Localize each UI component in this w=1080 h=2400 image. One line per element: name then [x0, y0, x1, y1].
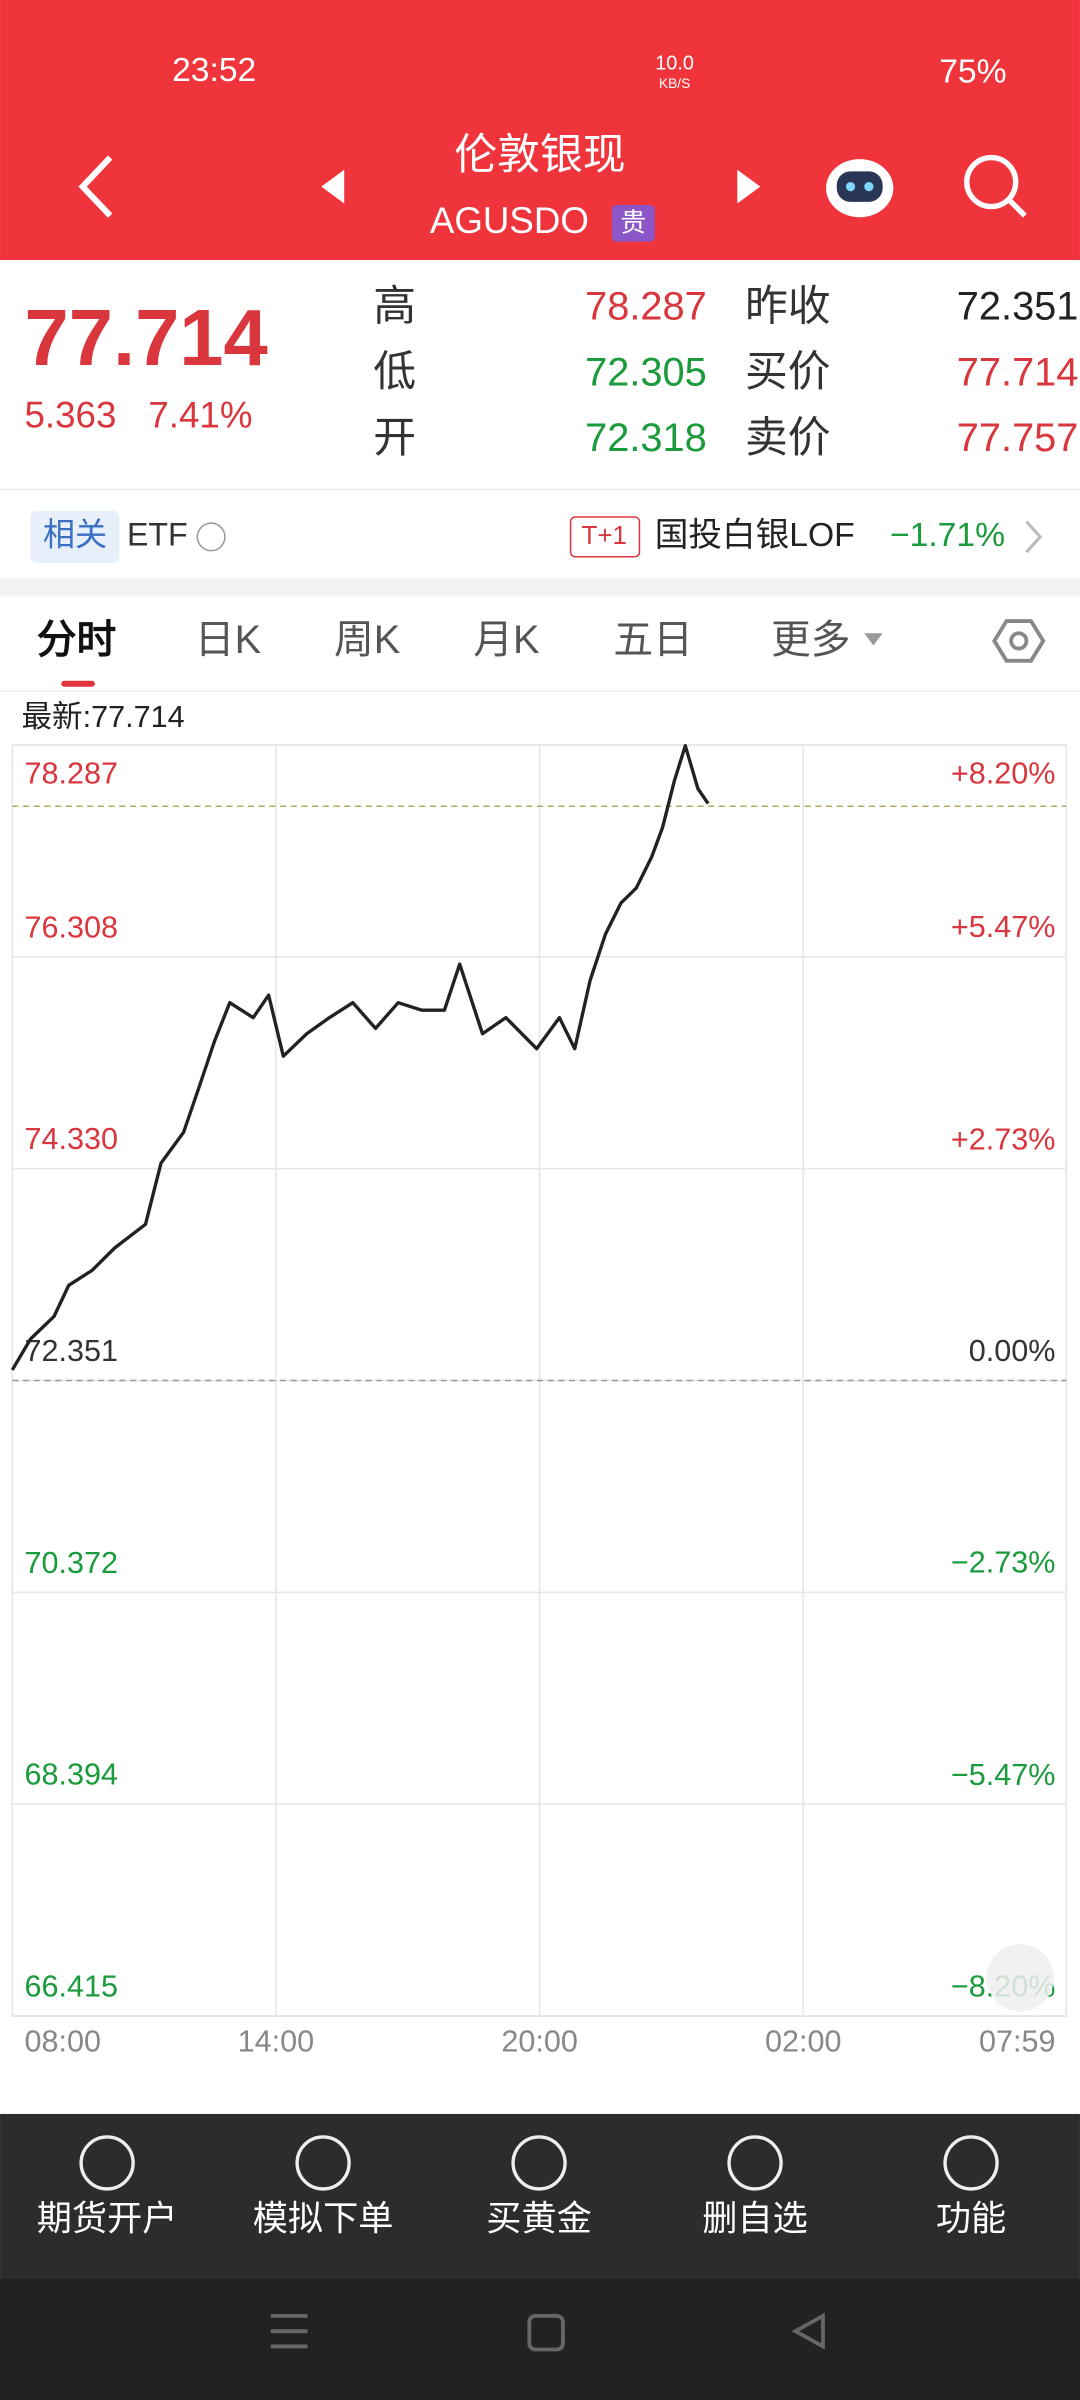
nav-icon	[943, 2135, 999, 2191]
stat-label: 昨收	[745, 282, 831, 330]
tab[interactable]: 更多	[771, 618, 851, 662]
y-tick-label: 74.330	[25, 1122, 119, 1156]
tab[interactable]: 分时	[37, 618, 117, 662]
tab-underline	[61, 680, 95, 687]
y2-tick-label: +8.20%	[951, 757, 1056, 791]
header-bg	[0, 0, 1080, 261]
nav-label[interactable]: 买黄金	[486, 2199, 592, 2238]
y2-tick-label: +2.73%	[951, 1122, 1056, 1156]
y2-tick-label: −2.73%	[951, 1546, 1056, 1580]
assistant-button[interactable]	[826, 159, 894, 218]
next-button[interactable]	[737, 169, 761, 204]
title: 伦敦银现	[454, 131, 625, 179]
related-label: ETF	[127, 516, 188, 552]
stat-label: 开	[373, 414, 416, 462]
tab[interactable]: 月K	[473, 618, 540, 662]
tag-bg	[611, 204, 655, 242]
fullscreen-button[interactable]	[986, 1944, 1054, 2012]
stat-value: 78.287	[585, 284, 707, 328]
latest-label: 最新:77.714	[21, 700, 184, 734]
spacer	[0, 578, 1080, 597]
x-tick-label: 14:00	[238, 2025, 315, 2059]
x-tick-label: 02:00	[765, 2025, 842, 2059]
stat-label: 卖价	[745, 414, 831, 462]
tab[interactable]: 日K	[195, 618, 262, 662]
y-tick-label: 76.308	[25, 910, 119, 944]
nav-label[interactable]: 模拟下单	[253, 2199, 394, 2238]
settings-dot	[1009, 631, 1029, 651]
y2-tick-label: −5.47%	[951, 1758, 1056, 1792]
fund-tag: T+1	[581, 520, 627, 550]
stat-value: 72.351	[957, 284, 1079, 328]
x-tick-label: 08:00	[25, 2025, 102, 2059]
more-arrow	[864, 633, 883, 646]
price: 77.714	[25, 293, 268, 382]
tab[interactable]: 五日	[613, 618, 693, 662]
net-unit: KB/S	[659, 76, 690, 91]
fund-change: −1.71%	[890, 517, 1005, 554]
net-speed: 10.0	[655, 52, 694, 74]
settings-button[interactable]	[992, 619, 1046, 663]
search-button[interactable]	[964, 154, 1027, 218]
fund-tag-box	[569, 516, 641, 558]
nav-icon	[79, 2135, 135, 2191]
system-nav	[270, 2312, 825, 2352]
nav-icon	[511, 2135, 567, 2191]
status-time: 23:52	[172, 52, 256, 89]
change-pct: 7.41%	[148, 394, 252, 435]
stat-label: 买价	[745, 348, 831, 396]
back-button[interactable]	[78, 155, 113, 218]
stat-value: 72.318	[585, 416, 707, 460]
y2-tick-label: +5.47%	[951, 910, 1056, 944]
y-tick-label: 70.372	[25, 1546, 119, 1580]
nav-label[interactable]: 功能	[936, 2199, 1006, 2238]
related-tag-bg	[30, 510, 120, 563]
y-tick-label: 78.287	[25, 757, 119, 791]
stat-label: 低	[373, 348, 416, 396]
y2-tick-label: 0.00%	[969, 1334, 1056, 1368]
chevron	[1025, 520, 1043, 554]
stat-label: 高	[373, 282, 416, 330]
nav-label[interactable]: 删自选	[702, 2199, 808, 2238]
tag: 贵	[620, 208, 646, 238]
tab[interactable]: 周K	[334, 618, 401, 662]
nav-label[interactable]: 期货开户	[37, 2199, 178, 2238]
change: 5.363	[25, 394, 117, 435]
related-tag: 相关	[43, 516, 107, 552]
stat-value: 72.305	[585, 350, 707, 394]
nav-icon	[727, 2135, 783, 2191]
prev-button[interactable]	[321, 169, 345, 204]
stat-value: 77.757	[957, 416, 1079, 460]
stat-value: 77.714	[957, 350, 1079, 394]
code: AGUSDO	[430, 200, 589, 241]
battery: 75%	[939, 53, 1006, 90]
nav-icon	[295, 2135, 351, 2191]
fund-name[interactable]: 国投白银LOF	[655, 516, 855, 554]
system-nav-bg	[0, 2279, 1080, 2400]
help-icon[interactable]	[196, 522, 226, 552]
price-line	[10, 744, 710, 1371]
y-tick-label: 72.351	[25, 1334, 119, 1368]
x-tick-label: 20:00	[501, 2025, 578, 2059]
y-tick-label: 66.415	[25, 1970, 119, 2004]
y-tick-label: 68.394	[25, 1758, 119, 1792]
x-tick-label: 07:59	[979, 2025, 1056, 2059]
